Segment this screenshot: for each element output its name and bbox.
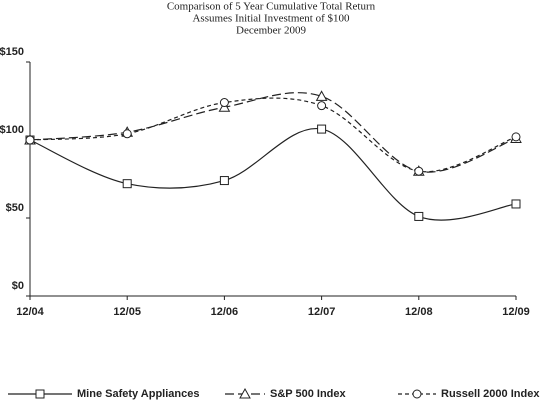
x-tick-label: 12/04 (16, 306, 44, 318)
x-tick-label: 12/07 (308, 306, 336, 318)
chart-title: Comparison of 5 Year Cumulative Total Re… (167, 1, 376, 13)
chart-subtitle: Assumes Initial Investment of $100 (192, 13, 350, 25)
series-line (29, 128, 517, 221)
marker (317, 101, 327, 111)
legend-label: Mine Safety Appliances (77, 388, 199, 400)
legend-label: S&P 500 Index (270, 388, 346, 400)
x-tick-label: 12/06 (211, 306, 239, 318)
y-tick-label: $100 (0, 124, 24, 136)
marker (414, 166, 424, 176)
chart-date: December 2009 (236, 25, 306, 37)
marker (317, 124, 327, 134)
marker (35, 389, 45, 399)
marker (122, 129, 132, 139)
marker (315, 90, 328, 101)
x-tick-label: 12/05 (113, 306, 141, 318)
marker (25, 135, 35, 145)
marker (511, 199, 521, 209)
y-tick-label: $150 (0, 46, 24, 58)
marker (239, 387, 251, 399)
marker (122, 179, 132, 189)
series-line (29, 92, 517, 173)
y-tick-label: $0 (12, 280, 24, 292)
x-tick-label: 12/09 (502, 306, 530, 318)
marker (412, 389, 422, 399)
marker (219, 98, 229, 108)
marker (219, 176, 229, 186)
legend-label: Russell 2000 Index (441, 388, 540, 400)
x-tick-label: 12/08 (405, 306, 433, 318)
marker (511, 132, 521, 142)
marker (414, 211, 424, 221)
y-tick-label: $50 (6, 202, 24, 214)
